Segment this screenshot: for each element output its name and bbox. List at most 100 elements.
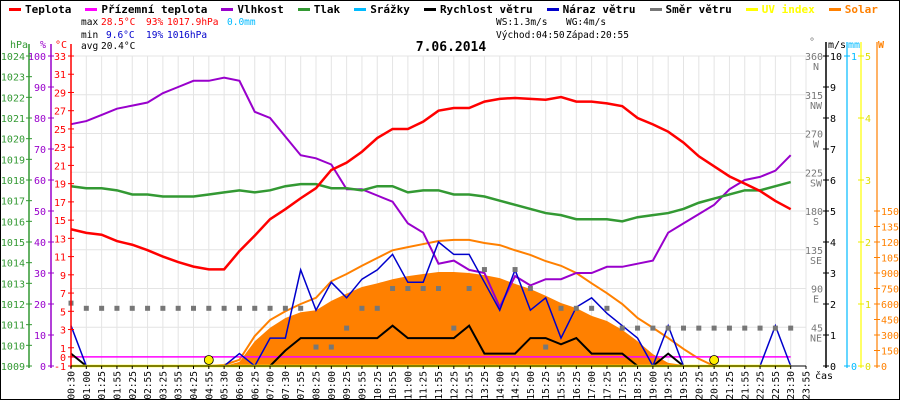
x-tick-label: 09:25 — [342, 371, 353, 399]
x-tick-label: 11:00 — [403, 371, 414, 399]
legend-item[interactable]: Rychlost větru — [423, 3, 533, 16]
solar-tick-label: 1350 — [881, 223, 899, 234]
solar-tick-label: 150 — [881, 347, 899, 358]
direction-tick-label: 360 — [805, 52, 823, 63]
stat-max-label: max — [81, 17, 98, 28]
direction-compass-label: SE — [810, 256, 822, 267]
legend-item[interactable]: Teplota — [9, 3, 71, 16]
solar-tick-label: 300 — [881, 331, 899, 342]
stat-max-press: 1017.9hPa — [167, 17, 218, 28]
stat-max-rain: 0.0mm — [227, 17, 256, 28]
legend-label: Přízemní teplota — [101, 3, 208, 16]
stat-avg-temp: 20.4°C — [101, 41, 135, 52]
x-tick-label: 09:55 — [357, 371, 368, 399]
wind-tick-label: 7 — [830, 145, 836, 156]
x-tick-label: 04:25 — [189, 371, 200, 399]
direction-compass-label: E — [813, 295, 819, 306]
rain-tick-label: 0 — [851, 362, 857, 373]
legend-swatch — [546, 8, 559, 11]
x-tick-label: 10:25 — [373, 371, 384, 399]
x-tick-label: 09:00 — [327, 371, 338, 399]
wind-tick-label: 4 — [830, 238, 836, 249]
wind-direction-point — [573, 305, 579, 311]
humidity-tick-label: 10 — [34, 331, 46, 342]
wind-direction-point — [757, 325, 763, 331]
direction-tick-label: 180 — [805, 207, 823, 218]
wind-direction-point — [160, 305, 166, 311]
legend-swatch — [745, 8, 758, 11]
x-tick-label: 00:30 — [67, 371, 78, 399]
legend-item[interactable]: Vlhkost — [221, 3, 284, 16]
temperature-tick-label: 0 — [60, 353, 66, 364]
temperature-tick-label: -1 — [54, 362, 66, 373]
legend-item[interactable]: Srážky — [354, 3, 410, 16]
legend-item[interactable]: UV index — [745, 3, 815, 16]
solar-axis-label: W — [878, 40, 885, 51]
wind-direction-point — [175, 305, 181, 311]
legend-label: Náraz větru — [562, 3, 636, 16]
direction-tick-label: 315 — [805, 91, 823, 102]
rain-axis-label: mm — [848, 40, 860, 51]
x-tick-label: 19:25 — [664, 371, 675, 399]
pressure-tick-label: 1017 — [1, 197, 25, 208]
wind-direction-point — [313, 344, 319, 350]
x-tick-label: 12:55 — [465, 371, 476, 399]
solar-tick-label: 450 — [881, 316, 899, 327]
legend-item[interactable]: Solar — [828, 3, 878, 16]
rain-tick-label: 1 — [851, 52, 857, 63]
x-tick-label: 22:25 — [756, 371, 767, 399]
legend-item[interactable]: Náraz větru — [546, 3, 636, 16]
wind-direction-point — [390, 286, 396, 291]
legend-label: Rychlost větru — [439, 3, 533, 16]
temperature-tick-label: 23 — [54, 143, 66, 154]
x-axis-label: čas — [815, 370, 833, 382]
wind-direction-point — [374, 305, 380, 311]
humidity-tick-label: 0 — [40, 362, 46, 373]
humidity-tick-label: 30 — [34, 269, 46, 280]
legend-item[interactable]: Přízemní teplota — [85, 3, 207, 16]
x-tick-label: 03:25 — [158, 371, 169, 399]
legend-swatch — [354, 8, 367, 11]
legend: Teplota Přízemní teplota Vlhkost Tlak Srážky… — [9, 3, 878, 16]
stat-max-temp: 28.5°C — [101, 17, 135, 28]
wind-direction-point — [558, 305, 564, 311]
temperature-axis-label: °C — [55, 40, 67, 51]
x-tick-label: 14:25 — [511, 371, 522, 399]
wind-direction-point — [481, 267, 487, 273]
x-tick-label: 10:55 — [388, 371, 399, 399]
wind-direction-point — [742, 325, 748, 331]
x-tick-label: 08:25 — [312, 371, 323, 399]
legend-item[interactable]: Směr větru — [649, 3, 732, 16]
humidity-tick-label: 50 — [34, 207, 46, 218]
temperature-tick-label: 25 — [54, 125, 66, 136]
uv-tick-label: 1 — [865, 300, 871, 311]
wind-direction-point — [114, 305, 120, 311]
wind-tick-label: 1 — [830, 331, 836, 342]
direction-compass-label: W — [813, 140, 820, 151]
pressure-tick-label: 1020 — [1, 135, 25, 146]
wind-tick-label: 8 — [830, 114, 836, 125]
wind-axis-label: m/s — [828, 40, 846, 51]
wind-direction-point — [604, 305, 610, 311]
legend-swatch — [297, 8, 310, 11]
humidity-tick-label: 70 — [34, 145, 46, 156]
pressure-tick-label: 1010 — [1, 341, 25, 352]
humidity-tick-label: 90 — [34, 83, 46, 94]
wind-direction-point — [129, 305, 135, 311]
temperature-tick-label: 21 — [54, 161, 66, 172]
humidity-tick-label: 40 — [34, 238, 46, 249]
wind-direction-point — [788, 325, 794, 331]
legend-item[interactable]: Tlak — [297, 3, 340, 16]
humidity-axis-label: % — [40, 40, 46, 51]
uv-tick-label: 2 — [865, 238, 871, 249]
stat-max-hum: 93% — [146, 17, 163, 28]
x-tick-label: 21:55 — [740, 371, 751, 399]
x-tick-label: 02:55 — [143, 371, 154, 399]
legend-swatch — [423, 8, 436, 11]
humidity-tick-label: 100 — [28, 52, 46, 63]
wind-direction-point — [145, 305, 151, 311]
direction-compass-label: NW — [810, 101, 823, 112]
